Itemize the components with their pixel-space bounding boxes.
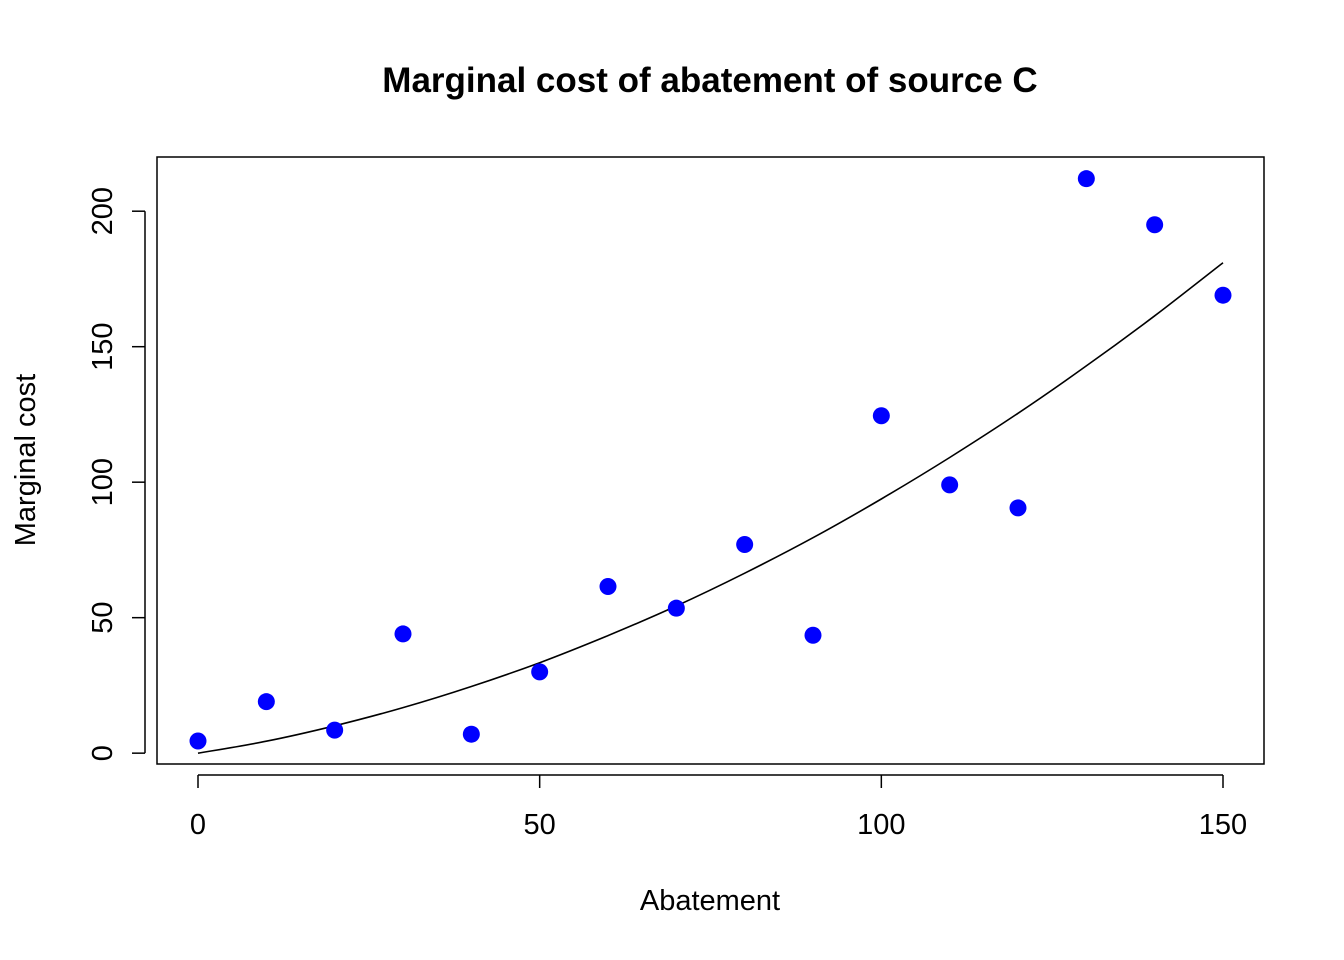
data-point xyxy=(462,725,480,743)
x-tick-label: 0 xyxy=(190,809,206,841)
data-point xyxy=(667,599,685,617)
y-tick-label: 50 xyxy=(87,602,119,634)
y-tick-label: 100 xyxy=(87,458,119,506)
chart-title: Marginal cost of abatement of source C xyxy=(382,61,1037,100)
data-point xyxy=(1077,170,1095,188)
x-tick-label: 150 xyxy=(1199,809,1247,841)
data-point xyxy=(736,536,754,554)
data-point xyxy=(257,693,275,711)
fitted-curve-line xyxy=(197,262,1224,754)
data-point xyxy=(1009,499,1027,517)
data-points xyxy=(189,170,1232,750)
data-point xyxy=(189,732,207,750)
data-point xyxy=(1214,286,1232,304)
x-tick-label: 50 xyxy=(524,809,556,841)
y-tick-label: 200 xyxy=(87,187,119,235)
data-point xyxy=(872,407,890,425)
data-point xyxy=(599,578,617,596)
data-point xyxy=(326,721,344,739)
y-tick-label: 0 xyxy=(87,745,119,761)
data-point xyxy=(531,663,549,681)
x-tick-label: 100 xyxy=(857,809,905,841)
y-axis-label: Marginal cost xyxy=(10,374,42,546)
data-point xyxy=(804,626,822,644)
x-axis-label: Abatement xyxy=(640,885,780,917)
data-point xyxy=(1146,216,1164,234)
y-axis: 0 50 100 150 200 xyxy=(87,187,146,761)
plot-area-frame xyxy=(156,156,1265,765)
y-tick-label: 150 xyxy=(87,322,119,370)
data-point xyxy=(394,625,412,643)
data-point xyxy=(941,476,959,494)
x-axis: 0 50 100 150 xyxy=(190,774,1247,841)
